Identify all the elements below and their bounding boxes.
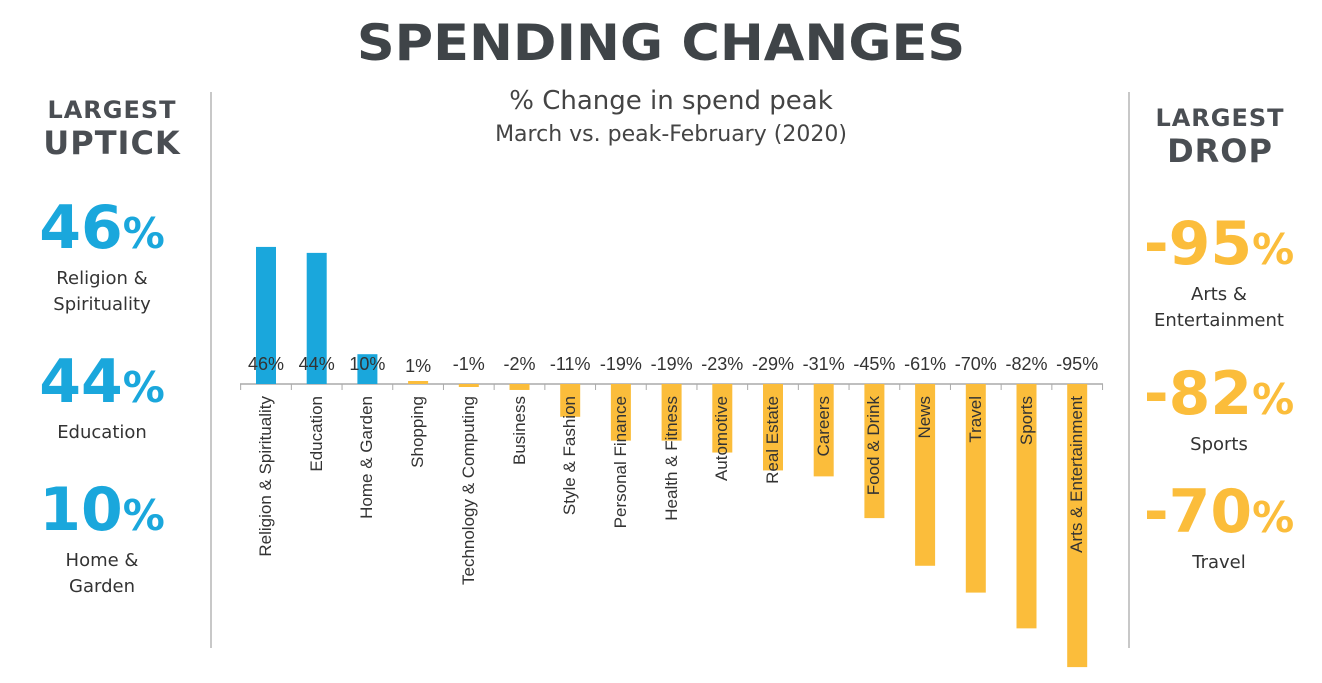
stat-number: -82 [1143, 359, 1253, 429]
data-label: -11% [549, 354, 591, 374]
bar [408, 381, 429, 384]
left_panel-stat: 46% Religion & Spirituality [2, 196, 202, 318]
category-label: Sports [1016, 396, 1036, 446]
chart-title: % Change in spend peak [509, 86, 833, 116]
bar [306, 252, 327, 384]
data-label: 44% [298, 354, 335, 374]
bar [357, 354, 378, 384]
right-heading-line2: DROP [1167, 132, 1273, 170]
stat-caption: Arts & [1191, 284, 1247, 305]
stat-unit: % [122, 209, 165, 258]
stat-unit: % [122, 491, 165, 540]
bar [661, 384, 682, 441]
bar [864, 384, 885, 519]
stat-value: 46% [2, 196, 202, 266]
stat-unit: % [1252, 375, 1295, 424]
stat-number: 46 [39, 193, 123, 263]
data-label: -45% [853, 354, 896, 374]
data-label: -19% [599, 354, 642, 374]
category-label: Health & Fitness [661, 396, 681, 521]
data-label: -82% [1005, 354, 1048, 374]
stat-value: 44% [2, 350, 202, 420]
right_panel-stat: -70% Travel [1128, 480, 1310, 576]
bar [965, 384, 986, 593]
stat-unit: % [1252, 225, 1295, 274]
bar [509, 384, 530, 390]
bar [1067, 384, 1088, 668]
bar [458, 384, 479, 387]
stat-value: -82% [1128, 362, 1310, 432]
data-label: 10% [349, 354, 386, 374]
data-label: -31% [802, 354, 845, 374]
category-label: Technology & Computing [458, 396, 478, 586]
stat-caption: Entertainment [1154, 310, 1284, 331]
stat-caption: Education [57, 422, 147, 443]
left-panel: LARGEST UPTICK [12, 96, 212, 162]
category-label: Style & Fashion [560, 396, 580, 516]
left_panel-stat: 44% Education [2, 350, 202, 446]
right-panel: LARGEST DROP [1130, 104, 1310, 170]
category-label: Business [509, 396, 529, 465]
stat-number: 10 [39, 475, 123, 545]
bar [763, 384, 783, 471]
stat-unit: % [1252, 493, 1295, 542]
stat-unit: % [122, 363, 165, 412]
stat-caption: Travel [1192, 552, 1246, 573]
right-divider [1128, 92, 1130, 648]
data-label: -1% [452, 354, 485, 374]
stat-caption: Spirituality [53, 294, 151, 315]
category-label: Food & Drink [864, 396, 884, 496]
data-label: -29% [751, 354, 795, 374]
category-label: Personal Finance [610, 396, 630, 529]
left_panel-stat: 10% Home & Garden [2, 478, 202, 600]
category-label: Shopping [408, 396, 428, 468]
data-label: -2% [503, 354, 536, 374]
data-label: -61% [904, 354, 947, 374]
page-title: SPENDING CHANGES [356, 14, 966, 72]
category-label: Real Estate [763, 396, 782, 484]
data-label: -95% [1056, 354, 1099, 374]
left-divider [210, 92, 212, 648]
stat-number: -70 [1143, 477, 1253, 547]
stat-number: 44 [39, 347, 123, 417]
left-heading-line1: LARGEST [47, 96, 177, 124]
bar [1016, 384, 1037, 629]
bar [915, 384, 936, 566]
chart-subtitle: March vs. peak-February (2020) [495, 122, 847, 147]
category-label: News [915, 396, 935, 439]
stat-caption: Sports [1190, 434, 1248, 455]
stat-caption: Garden [69, 576, 135, 597]
right_panel-stat: -82% Sports [1128, 362, 1310, 458]
data-label: -70% [954, 354, 997, 374]
category-label: Arts & Entertainment [1067, 396, 1087, 553]
bar [256, 246, 276, 384]
category-label: Automotive [712, 396, 732, 482]
bar [560, 384, 581, 417]
stat-value: 10% [2, 478, 202, 548]
stat-caption: Religion & [56, 268, 148, 289]
stat-caption: Home & [65, 550, 139, 571]
left-heading-line2: UPTICK [43, 124, 181, 162]
data-label: 46% [247, 354, 285, 374]
bar [813, 384, 834, 477]
category-label: Religion & Spirituality [256, 396, 275, 557]
bar [610, 384, 631, 441]
stat-number: -95 [1143, 209, 1253, 279]
stat-value: -95% [1128, 212, 1310, 282]
category-label: Careers [813, 396, 833, 457]
bar [712, 384, 733, 453]
right_panel-stat: -95% Arts & Entertainment [1128, 212, 1310, 334]
category-label: Home & Garden [357, 396, 377, 519]
data-label: -19% [650, 354, 693, 374]
stat-value: -70% [1128, 480, 1310, 550]
right-heading-line1: LARGEST [1155, 104, 1285, 132]
category-label: Education [306, 396, 326, 472]
data-label: 1% [405, 356, 432, 376]
category-label: Travel [965, 396, 985, 443]
data-label: -23% [701, 354, 744, 374]
